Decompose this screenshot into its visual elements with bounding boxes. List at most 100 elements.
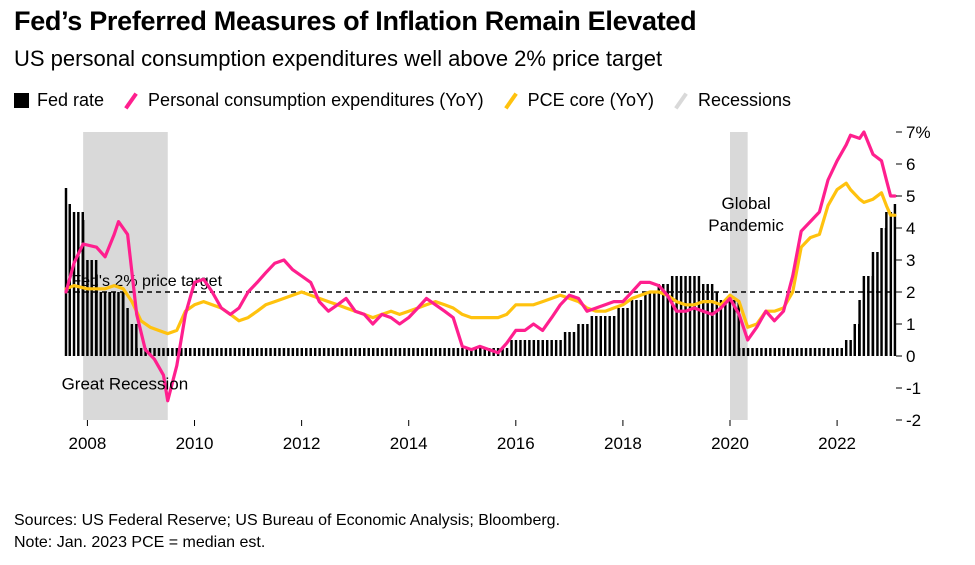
fed-rate-bar <box>724 300 727 356</box>
fed-rate-bar <box>139 348 143 356</box>
fed-rate-bar <box>211 348 214 356</box>
x-tick-label: 2016 <box>497 434 535 453</box>
fed-rate-bar <box>153 348 156 356</box>
fed-rate-bar <box>438 348 442 356</box>
fed-rate-bar <box>653 292 656 356</box>
pce-core-line <box>64 181 897 336</box>
fed-rate-bar <box>885 212 888 356</box>
fed-rate-bar <box>577 324 580 356</box>
fed-rate-bar <box>541 340 544 356</box>
fed-rate-bar <box>831 348 835 356</box>
fed-rate-bar <box>523 340 527 356</box>
source-note: Sources: US Federal Reserve; US Bureau o… <box>14 512 561 529</box>
fed-rate-bar <box>608 316 611 356</box>
fed-rate-bar <box>273 348 277 356</box>
fed-rate-bar <box>804 348 808 356</box>
fed-rate-bar <box>648 292 652 356</box>
fed-rate-bar <box>563 332 567 356</box>
fed-rate-bar <box>581 324 585 356</box>
fed-rate-bar <box>175 348 179 356</box>
fed-rate-bar <box>371 348 375 356</box>
x-tick-label: 2018 <box>604 434 642 453</box>
fed-rate-bar <box>470 348 473 356</box>
fed-rate-bar <box>532 340 536 356</box>
fed-rate-bar <box>376 348 379 356</box>
fed-rate-bar <box>871 252 875 356</box>
fed-rate-bar <box>684 276 687 356</box>
fed-rate-bar <box>818 348 821 356</box>
fed-rate-bar <box>528 340 531 356</box>
fed-rate-bar <box>103 292 107 356</box>
x-tick-label: 2012 <box>283 434 321 453</box>
fed-rate-bar <box>800 348 803 356</box>
x-tick-label: 2020 <box>711 434 749 453</box>
fed-rate-bar <box>688 276 692 356</box>
fed-rate-bar <box>193 348 196 356</box>
fed-rate-bar <box>487 348 491 356</box>
fed-rate-bar <box>586 324 589 356</box>
fed-rate-bar <box>612 316 616 356</box>
fed-rate-bar <box>456 348 460 356</box>
fed-rate-bar <box>733 300 736 356</box>
recessions-swatch <box>674 91 688 110</box>
fed-rate-bar <box>510 340 513 356</box>
fed-rate-bar <box>99 292 103 356</box>
fed-rate-bar <box>327 348 330 356</box>
fed-rate-bar <box>746 348 750 356</box>
fed-rate-bar <box>461 348 464 356</box>
fed-rate-bar <box>827 348 830 356</box>
fed-rate-bar <box>90 260 93 356</box>
pce-core-swatch <box>503 91 518 110</box>
fed-rate-bar <box>108 292 112 356</box>
fed-rate-bar <box>755 348 759 356</box>
fed-rate-bar <box>264 348 268 356</box>
fed-rate-bar <box>893 204 897 356</box>
x-tick-label: 2008 <box>69 434 107 453</box>
pce-line <box>64 130 897 403</box>
fed-rate-bar <box>300 348 304 356</box>
fed-rate-bar <box>363 348 366 356</box>
fed-rate-bar <box>117 292 120 356</box>
legend: Fed rate Personal consumption expenditur… <box>14 90 809 111</box>
fed-rate-bar <box>630 300 634 356</box>
fed-rate-bar <box>260 348 263 356</box>
y-tick-label: 4 <box>906 219 915 238</box>
fed-rate-bar <box>604 316 607 356</box>
fed-rate-bar <box>474 348 478 356</box>
fed-rate-bar <box>693 276 696 356</box>
chart-subtitle: US personal consumption expenditures wel… <box>14 46 663 71</box>
fed-rate-bar <box>479 348 482 356</box>
fed-rate-bar <box>130 324 134 356</box>
fed-rate-bar <box>706 284 709 356</box>
fed-rate-bar <box>644 292 647 356</box>
annotation-2: Pandemic <box>708 216 784 235</box>
fed-rate-bar <box>206 348 210 356</box>
fed-rate-bar <box>269 348 272 356</box>
legend-label-pce: Personal consumption expenditures (YoY) <box>148 90 484 110</box>
fed-rate-bar <box>545 340 549 356</box>
annotation-0: Great Recession <box>62 375 189 394</box>
fed-rate-bar <box>318 348 321 356</box>
fed-rate-bar <box>822 348 826 356</box>
y-tick-label: 0 <box>906 347 915 366</box>
fed-rate-bar <box>380 348 384 356</box>
fed-rate-bar <box>675 276 678 356</box>
fed-rate-bar <box>889 212 893 356</box>
fed-rate-bar <box>135 348 138 356</box>
fed-rate-bar <box>394 348 397 356</box>
fed-rate-bar <box>425 348 428 356</box>
fed-rate-bar <box>666 284 669 356</box>
fed-rate-bar <box>233 348 237 356</box>
fed-rate-bar <box>595 316 598 356</box>
fed-rate-bar <box>862 276 866 356</box>
fed-rate-bar <box>180 348 183 356</box>
fed-rate-bar <box>876 252 879 356</box>
fed-rate-bar <box>291 348 295 356</box>
fed-rate-bar <box>135 324 138 356</box>
fed-rate-bar <box>340 348 344 356</box>
fed-rate-bar <box>112 292 116 356</box>
fed-rate-bar <box>421 348 424 356</box>
fed-rate-bar <box>639 300 643 356</box>
fed-rate-bar <box>443 348 446 356</box>
